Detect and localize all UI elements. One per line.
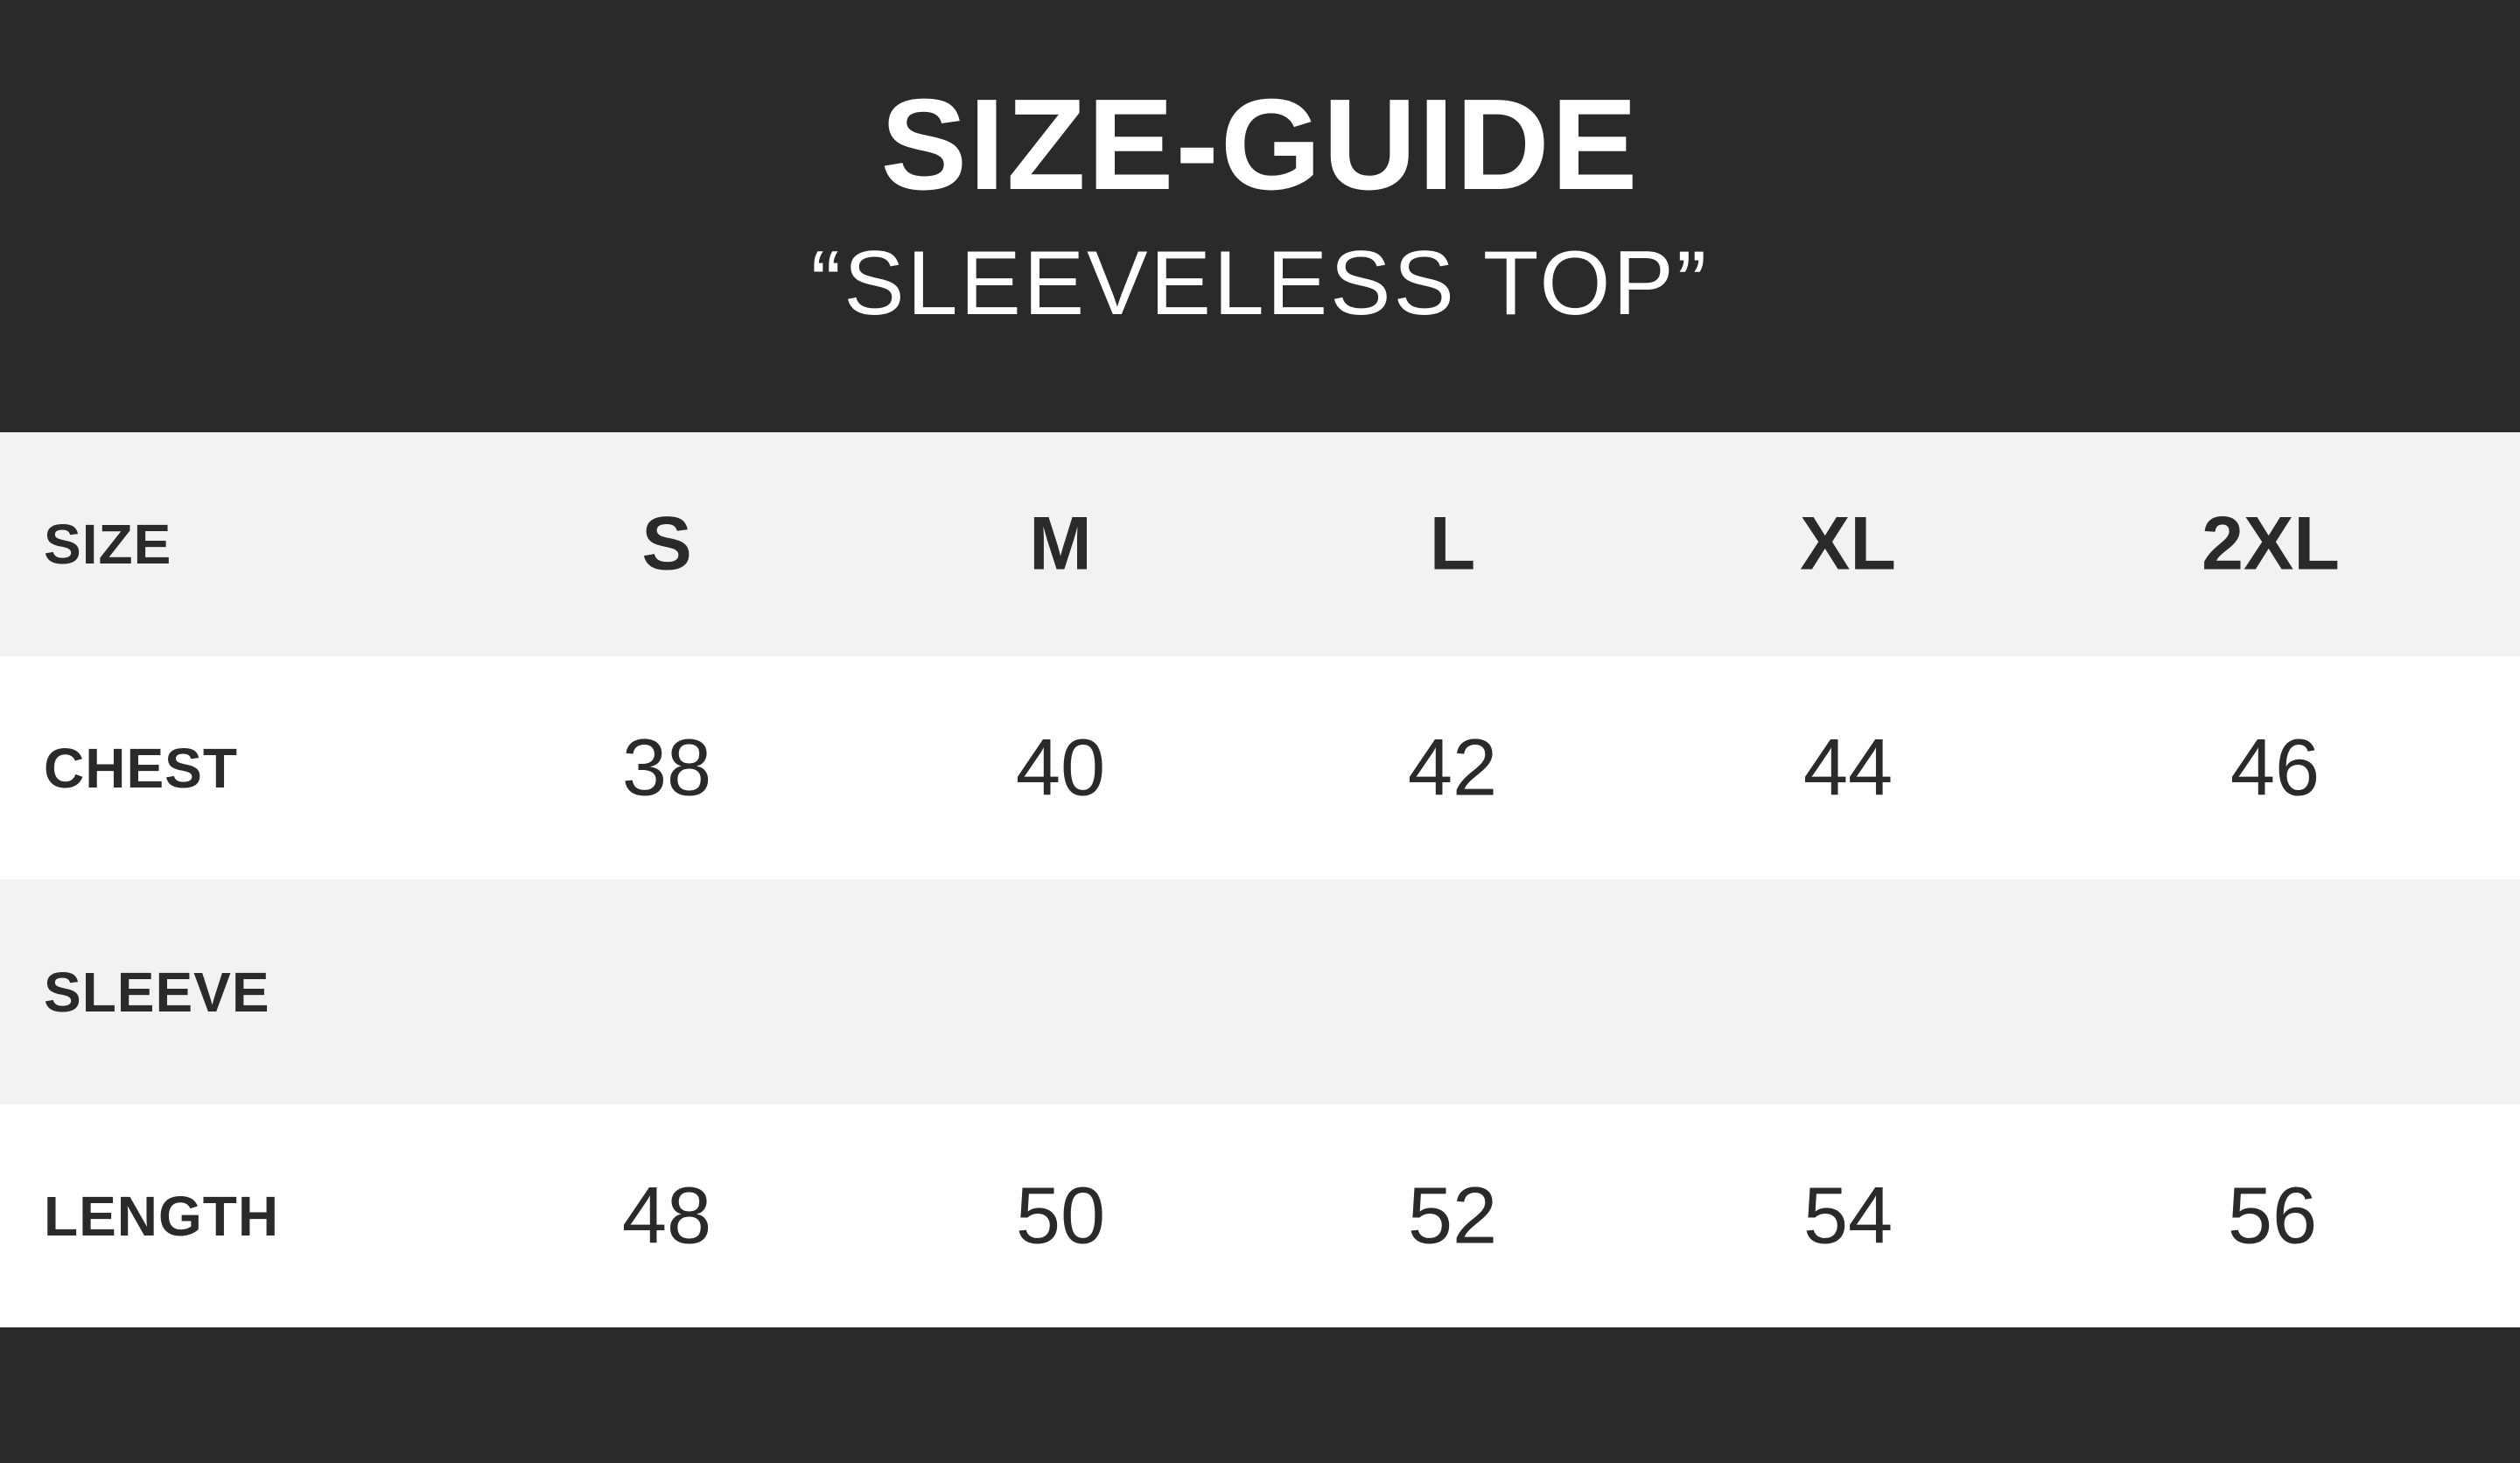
page-title: SIZE-GUIDE <box>880 73 1640 217</box>
column-header: XL <box>1800 501 1896 586</box>
table-cell: 38 <box>621 723 712 812</box>
table-cell: 42 <box>1407 723 1498 812</box>
table-cell: 40 <box>1015 723 1106 812</box>
header-banner: SIZE-GUIDE “SLEEVELESS TOP” <box>0 0 2520 432</box>
table-cell: 44 <box>1802 723 1894 812</box>
column-header: S <box>641 501 692 586</box>
page-subtitle: “SLEEVELESS TOP” <box>810 233 1710 334</box>
table-row: CHEST 38 40 42 44 46 <box>0 656 2520 879</box>
column-header: M <box>1029 501 1092 586</box>
row-label: SLEEVE <box>44 960 270 1024</box>
table-row: SLEEVE <box>0 879 2520 1104</box>
footer-band <box>0 1327 2520 1463</box>
table-cell: 46 <box>2230 723 2320 812</box>
row-label: SIZE <box>44 513 172 576</box>
table-cell: 48 <box>621 1171 712 1260</box>
table-cell: 52 <box>1407 1171 1498 1260</box>
table-cell: 54 <box>1802 1171 1894 1260</box>
column-header: 2XL <box>2202 501 2340 586</box>
row-label: CHEST <box>44 736 238 800</box>
table-header-row: SIZE S M L XL 2XL <box>0 432 2520 656</box>
table-cell: 56 <box>2227 1171 2318 1260</box>
table-row: LENGTH 48 50 52 54 56 <box>0 1104 2520 1327</box>
table-cell: 50 <box>1015 1171 1106 1260</box>
row-label: LENGTH <box>44 1184 280 1248</box>
column-header: L <box>1429 501 1476 586</box>
